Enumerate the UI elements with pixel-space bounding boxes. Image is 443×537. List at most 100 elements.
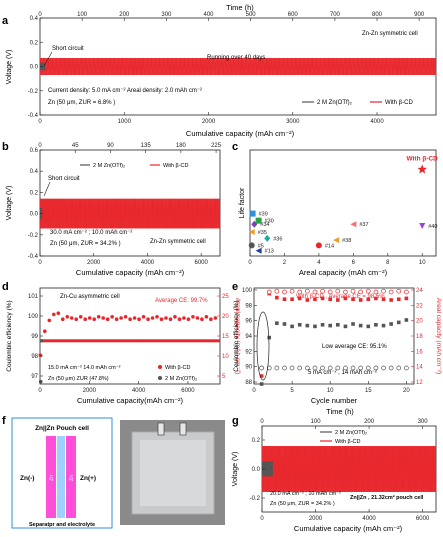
e-ylabel: Coulombic efficiency (%) — [233, 300, 240, 371]
g-xtick-label-3: 6000 — [416, 516, 430, 522]
e-ce-point-0-3 — [282, 297, 287, 301]
e-ce-point-1-18 — [396, 320, 401, 325]
d-ce-point-0-31 — [177, 317, 182, 322]
b-cond-1: 30.0 mA cm⁻² ; 10.0 mAh cm⁻² — [50, 230, 132, 236]
d-y2label: Areal capacity (mAh cm⁻²) — [234, 298, 241, 374]
e-cap-point-3-8 — [320, 365, 325, 371]
e-cap-point-3-10 — [335, 365, 341, 371]
a-ytick-label-2: 0.0 — [30, 65, 39, 71]
a-top-label-7: 700 — [330, 12, 341, 18]
d-ce-point-0-30 — [173, 315, 177, 319]
g-axes: 0.2 0.0 -0.2 0 2000 4000 6000 0 100 200 300 — [250, 419, 430, 522]
b-xlabel: Cumulative capacity (mAh cm⁻²) — [76, 268, 185, 277]
d-ce-point-0-20 — [128, 317, 132, 322]
g-xtick-label-1: 2000 — [309, 516, 323, 522]
e-y2tick-label-0: 24 — [416, 288, 423, 294]
c-xtick-label-5: 10 — [419, 260, 426, 266]
e-ytick-label-2: 96 — [245, 319, 252, 325]
e-xtick-label-2: 10 — [327, 388, 334, 394]
g-top-label-2: 200 — [364, 419, 375, 425]
d-y2tick-label-1: 20 — [222, 314, 229, 320]
pouch-cell-sheen — [140, 440, 206, 506]
c-point-6 — [255, 247, 262, 254]
c-point-label-10: #40 — [428, 224, 437, 230]
c-point-7 — [315, 242, 322, 249]
e-cap-point-3-2 — [274, 365, 280, 371]
a-ytick-label-0: 0.4 — [30, 16, 39, 22]
e-average-ce: With β-CD , Average CE = 98.5% — [296, 294, 385, 300]
d-legend-item-1: 2 M Zn(OTf)₂ — [165, 376, 197, 382]
g-xtick-label-0: 0 — [260, 516, 264, 522]
d-ce-point-0-6 — [65, 315, 70, 319]
panel-label-g: g — [232, 415, 239, 427]
c-point-8 — [333, 237, 340, 244]
c-point-1 — [255, 217, 262, 224]
g-with-bcd-band — [262, 446, 436, 492]
e-cap-point-3-13 — [358, 365, 364, 371]
e-xtick-label-3: 15 — [365, 388, 372, 394]
d-legend-item-0: With β-CD — [165, 365, 190, 371]
a-top-axis-title: Time (h) — [226, 3, 254, 12]
c-point-10 — [419, 222, 426, 229]
e-axes: 100 98 96 94 92 90 88 24 22 20 18 16 14 12 0 5 10 15 20 — [242, 288, 423, 394]
e-ce-point-0-4 — [290, 297, 294, 301]
d-ytick-label-0: 101 — [28, 294, 39, 300]
d-ce-point-0-8 — [74, 317, 79, 322]
b-legend-item-0: 2 M Zn(OTf)₂ — [93, 163, 125, 169]
d-ce-point-0-26 — [155, 315, 159, 319]
e-ce-point-1-9 — [328, 323, 332, 328]
c-point-2 — [251, 220, 258, 228]
d-ce-point-0-4 — [56, 311, 61, 316]
e-ce-point-1-3 — [282, 322, 287, 326]
a-top-label-9: 900 — [414, 12, 425, 18]
d-ce-point-0-36 — [200, 317, 204, 322]
e-cap-point-2-11 — [343, 289, 348, 295]
a-cell-label: Zn-Zn symmetric cell — [362, 31, 418, 37]
e-cap-point-3-11 — [343, 365, 348, 371]
g-top-label-1: 100 — [311, 419, 322, 425]
b-top-label-0: 0 — [38, 143, 42, 149]
c-point-4 — [264, 234, 271, 242]
panel-label-f: f — [2, 415, 6, 427]
a-short-circuit: Short circuit — [52, 46, 84, 52]
e-cap-point-3-12 — [350, 365, 356, 371]
g-ytick-label-0: 0.2 — [252, 438, 261, 444]
d-ytick-label-3: 98 — [31, 354, 38, 360]
e-cap-point-3-0 — [259, 365, 264, 371]
c-point-label-7: #14 — [325, 243, 334, 249]
d-ce-point-0-10 — [83, 317, 88, 322]
d-legend-swatch-1 — [158, 376, 162, 380]
c-point-label-4: #36 — [273, 236, 282, 242]
d-ce-point-0-5 — [60, 317, 65, 322]
e-ce-point-0-10 — [336, 298, 340, 302]
e-cap-point-3-4 — [289, 365, 295, 371]
e-ce-point-1-16 — [381, 323, 386, 328]
c-point-label-1: #30 — [265, 219, 274, 225]
b-top-label-2: 90 — [107, 143, 114, 149]
c-ylabel: Life factor — [239, 187, 246, 218]
d-cell-label: Zn-Cu asymmetric cell — [60, 294, 120, 300]
e-cap-point-2-9 — [327, 289, 333, 295]
d-xtick-label-2: 4000 — [132, 388, 146, 394]
e-ce-point-1-2 — [275, 321, 279, 325]
c-point-label-11: With β-CD — [407, 155, 439, 162]
panel-label-b: b — [2, 141, 9, 153]
e-ce-point-0-18 — [396, 297, 401, 301]
e-xtick-label-4: 20 — [403, 388, 410, 394]
e-cap-point-2-1 — [266, 289, 272, 295]
b-ytick-label-5: -0.4 — [28, 254, 39, 260]
e-cap-point-3-16 — [381, 365, 386, 371]
d-ce-point-0-21 — [132, 316, 137, 320]
pouch-cell-tab-right — [179, 422, 187, 436]
panel-label-a: a — [2, 15, 9, 27]
c-xtick-label-1: 2 — [283, 260, 287, 266]
e-y2tick-label-5: 14 — [416, 365, 423, 371]
d-ytick-label-4: 97 — [31, 374, 38, 380]
c-xtick-label-4: 8 — [386, 260, 390, 266]
a-top-label-3: 300 — [161, 12, 172, 18]
e-ce-point-0-0 — [259, 374, 264, 378]
e-ce-point-1-10 — [336, 323, 340, 327]
b-ytick-label-2: 0.2 — [30, 190, 39, 196]
